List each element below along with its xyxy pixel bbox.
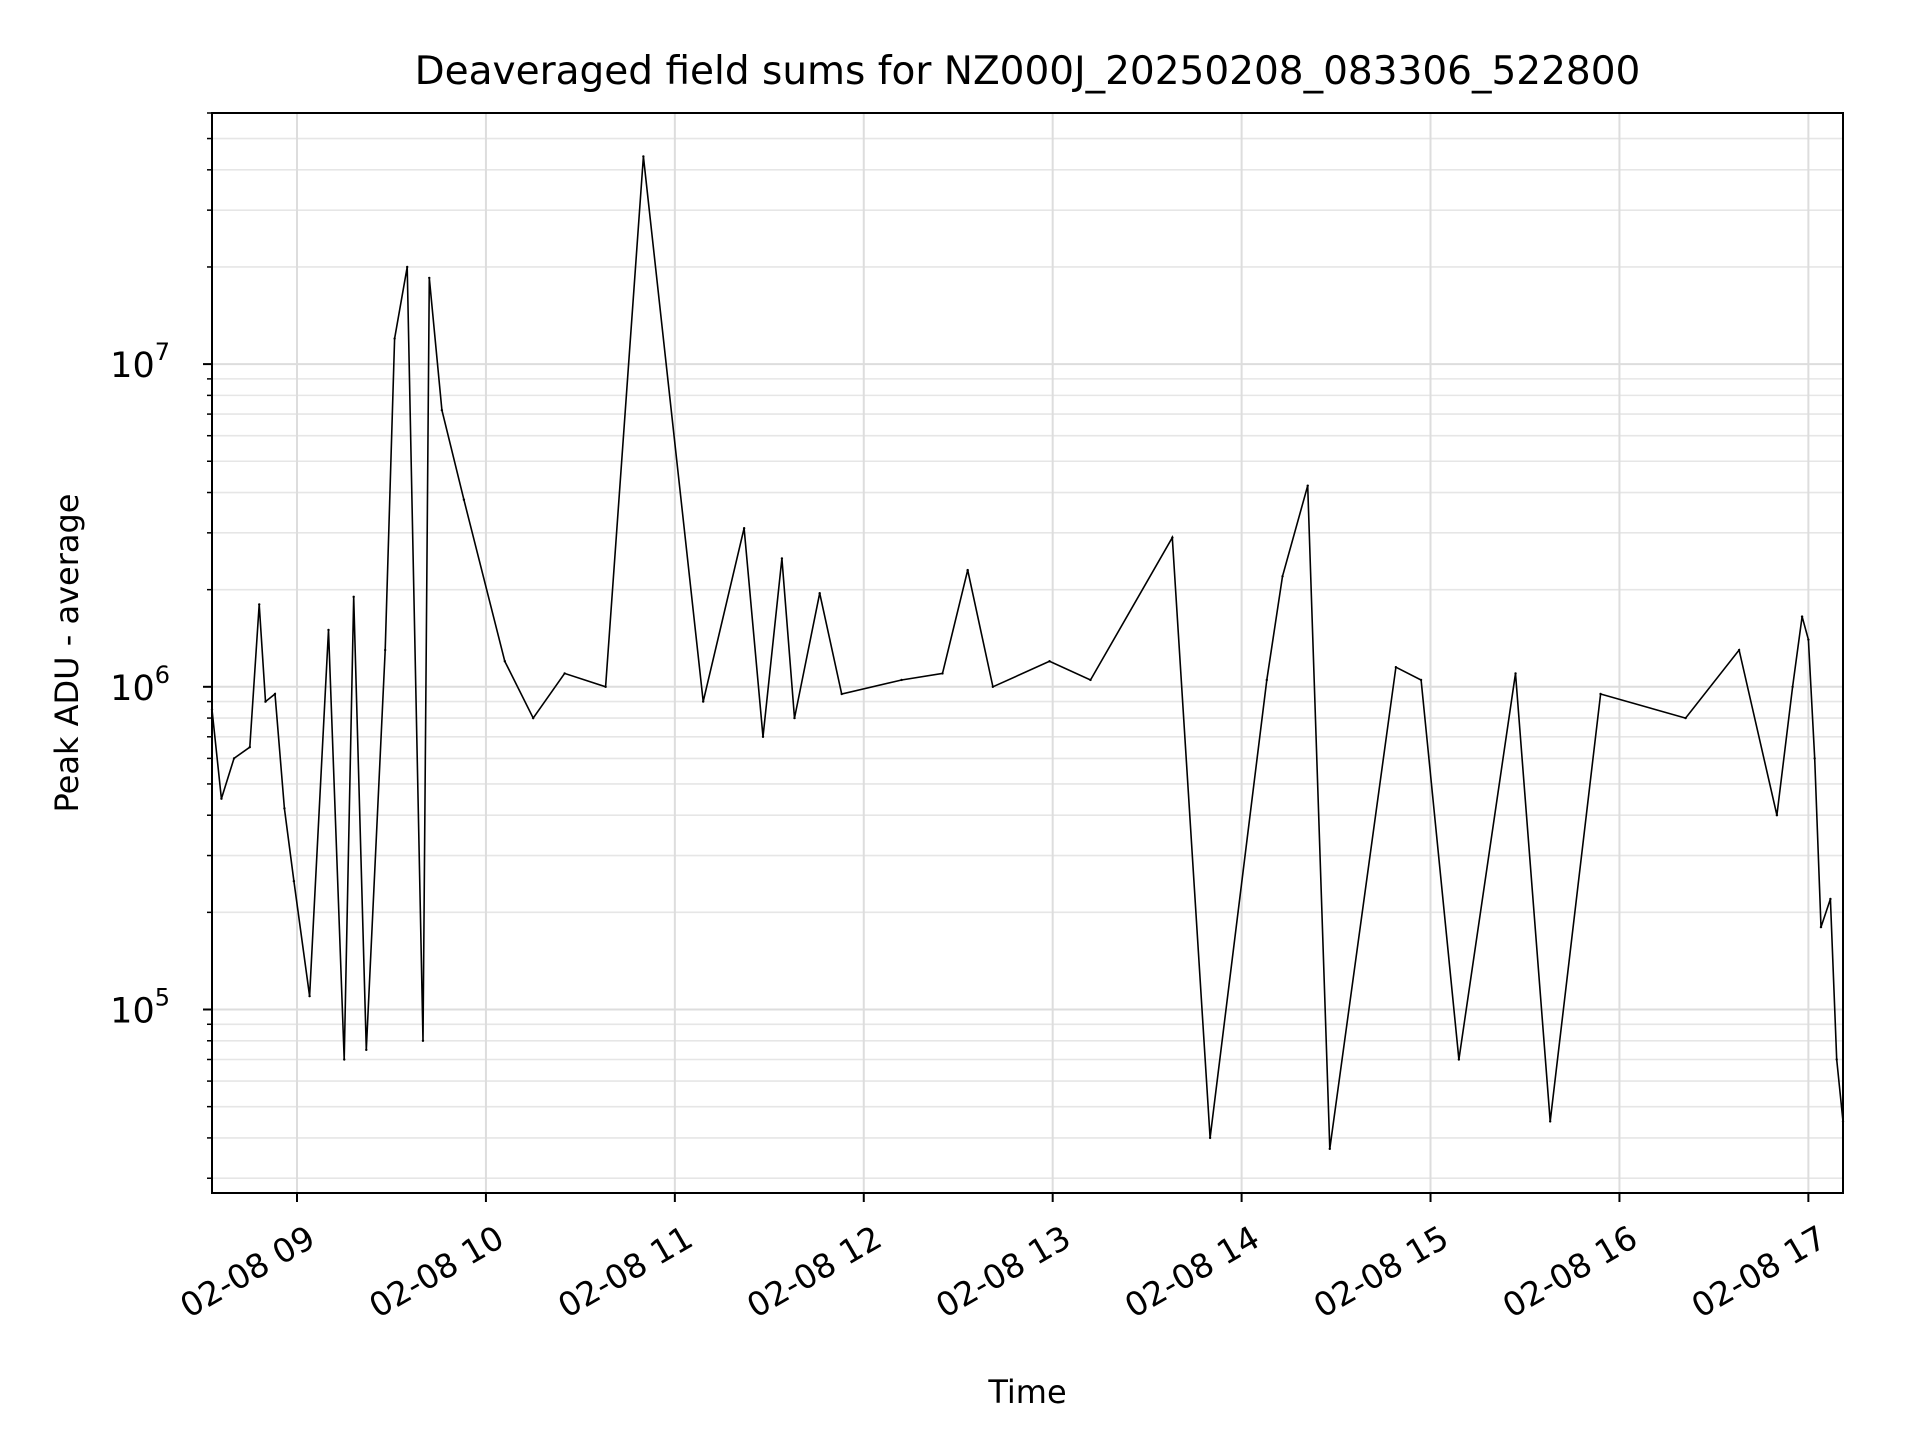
plot-frame xyxy=(211,112,1844,1194)
data-point xyxy=(1775,814,1779,817)
data-point xyxy=(1171,536,1174,539)
data-point xyxy=(258,603,261,606)
data-point xyxy=(761,735,765,738)
data-point xyxy=(383,648,387,652)
series-line xyxy=(211,156,1844,1149)
y-tick-label: 107 xyxy=(110,338,170,386)
data-point xyxy=(563,672,566,675)
data-point xyxy=(343,1058,346,1061)
series-layer xyxy=(210,155,1845,1151)
grid xyxy=(212,112,1843,1193)
data-point xyxy=(1791,685,1794,689)
data-point xyxy=(1265,678,1268,682)
data-point xyxy=(1548,1120,1552,1123)
data-point xyxy=(393,337,396,340)
data-point xyxy=(840,692,843,696)
y-axis-label: Peak ADU - average xyxy=(48,494,86,813)
data-point xyxy=(1684,716,1687,720)
data-point xyxy=(1514,672,1517,675)
data-point xyxy=(900,678,903,682)
chart-title: Deaveraged field sums for NZ000J_2025020… xyxy=(415,49,1641,94)
data-point xyxy=(1599,692,1602,696)
data-point xyxy=(428,276,431,280)
y-tick-label: 106 xyxy=(110,661,170,709)
data-point xyxy=(818,592,821,595)
data-point xyxy=(991,685,995,689)
x-axis-label: Time xyxy=(987,1373,1066,1411)
y-tick-label: 105 xyxy=(110,984,170,1032)
data-point xyxy=(1835,1058,1838,1061)
data-point xyxy=(780,557,784,560)
data-point xyxy=(742,527,746,530)
data-point xyxy=(1281,575,1284,578)
data-point xyxy=(1457,1058,1461,1061)
data-point xyxy=(327,628,330,632)
data-point xyxy=(248,745,251,749)
data-point xyxy=(1800,615,1804,618)
data-point xyxy=(352,595,355,599)
data-point xyxy=(1306,484,1309,487)
data-point xyxy=(283,807,286,810)
data-point xyxy=(1208,1136,1212,1140)
data-point xyxy=(232,757,236,760)
data-point xyxy=(1737,648,1741,652)
data-point xyxy=(1829,897,1832,901)
data-point xyxy=(642,155,645,158)
data-point xyxy=(793,716,796,720)
data-point xyxy=(1394,666,1398,669)
data-point xyxy=(308,994,311,998)
data-point xyxy=(273,692,277,696)
data-point xyxy=(220,797,223,800)
data-point xyxy=(1807,638,1810,641)
data-point xyxy=(440,408,444,412)
data-point xyxy=(531,716,535,720)
data-point xyxy=(365,1048,368,1052)
data-point xyxy=(264,700,267,703)
data-point xyxy=(1819,925,1823,929)
data-point xyxy=(421,1039,425,1042)
data-point xyxy=(503,660,507,663)
data-point xyxy=(1419,678,1423,682)
data-point xyxy=(292,879,296,883)
data-point xyxy=(604,685,607,689)
data-point xyxy=(966,568,969,572)
data-point xyxy=(1328,1147,1331,1151)
data-point xyxy=(1089,678,1092,682)
data-point xyxy=(1813,757,1816,760)
data-point xyxy=(406,265,409,269)
data-point xyxy=(1048,660,1051,663)
data-point xyxy=(941,672,944,675)
data-point xyxy=(462,498,466,501)
data-point xyxy=(701,700,705,703)
